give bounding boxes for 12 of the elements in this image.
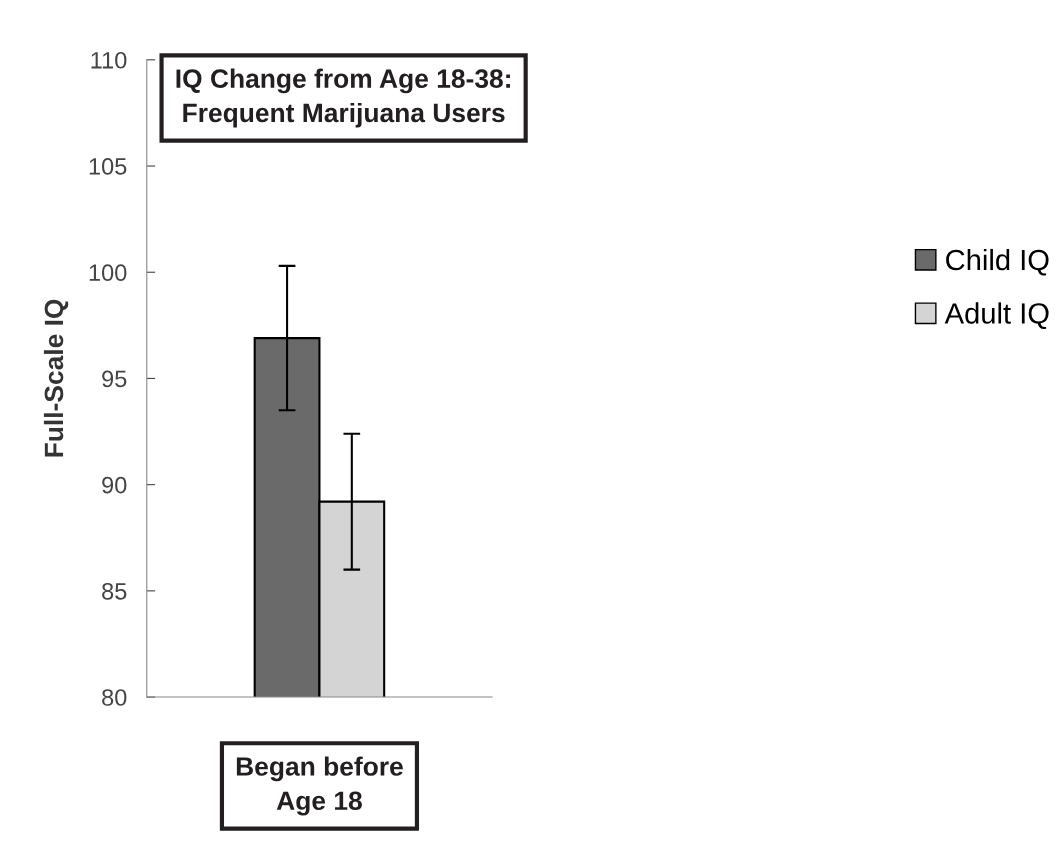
y-tick-label: 95 (102, 370, 127, 388)
y-tick-label: 85 (102, 582, 127, 600)
legend-label: Adult IQ (944, 302, 1049, 329)
y-tick-label: 90 (102, 476, 127, 494)
text: IQ Change from Age 18-38: Frequent Marijuana Users (176, 68, 510, 128)
legend-label: Child IQ (946, 248, 1049, 276)
y-tick-label: 110 (91, 51, 127, 69)
y-axis-title: Full-Scale IQ (43, 299, 69, 457)
x-tick-label: Began before Age 18 (236, 756, 403, 816)
y-tick-label: 100 (89, 264, 127, 282)
y-tick-label: 80 (102, 689, 127, 706)
y-tick-label: 105 (89, 158, 127, 175)
